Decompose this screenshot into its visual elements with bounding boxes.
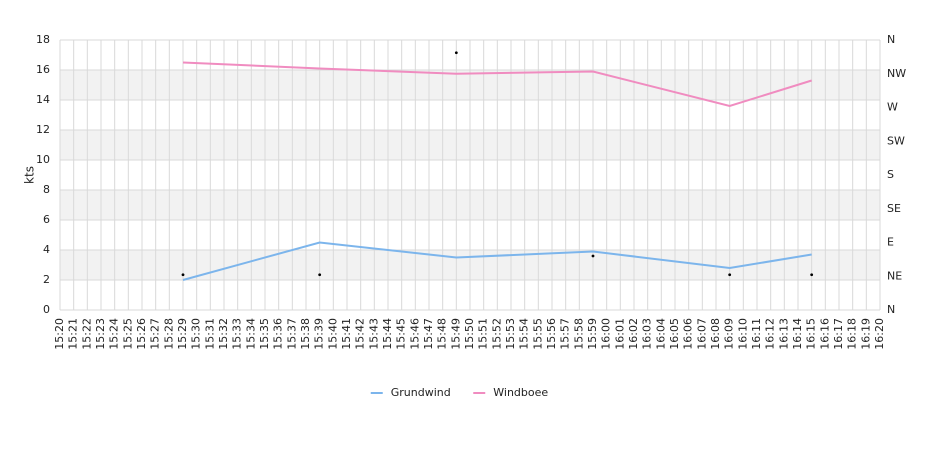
x-tick-label: 16:17 [832,318,845,350]
series-line [182,241,812,281]
y2-tick-label: NE [887,269,902,282]
x-tick-label: 16:14 [791,318,804,350]
x-tick-label: 15:49 [449,318,462,350]
x-tick-label: 15:21 [67,318,80,350]
x-tick-label: 15:47 [422,318,435,350]
y-tick-label: 10 [36,153,50,166]
x-tick-label: 15:28 [162,318,175,350]
y2-tick-label: W [887,101,898,114]
direction-marker [728,273,732,277]
y-tick-label: 18 [36,33,50,46]
x-tick-label: 15:36 [272,318,285,350]
direction-marker [454,51,458,55]
x-tick-label: 16:19 [859,318,872,350]
x-tick-label: 15:22 [80,318,93,350]
direction-marker [810,273,814,277]
y-tick-label: 16 [36,63,50,76]
x-tick-label: 15:43 [367,318,380,350]
direction-marker [318,273,322,277]
y-axis-label: kts [23,166,37,184]
y2-tick-label: SW [887,134,905,147]
x-tick-label: 15:57 [559,318,572,350]
x-tick-label: 15:26 [135,318,148,350]
x-tick-label: 16:11 [750,318,763,350]
legend-label[interactable]: Windboee [493,386,548,399]
x-tick-label: 15:50 [463,318,476,350]
x-tick-label: 16:03 [641,318,654,350]
x-tick-label: 15:25 [121,318,134,350]
y2-tick-label: SE [887,202,901,215]
x-tick-label: 15:27 [149,318,162,350]
x-tick-label: 15:20 [53,318,66,350]
x-tick-label: 16:13 [777,318,790,350]
y-tick-label: 4 [43,243,50,256]
y-tick-label: 0 [43,303,50,316]
x-tick-label: 15:23 [94,318,107,350]
x-tick-label: 16:08 [709,318,722,350]
y-tick-label: 2 [43,273,50,286]
x-tick-label: 15:39 [313,318,326,350]
x-tick-label: 15:32 [217,318,230,350]
x-tick-label: 15:53 [504,318,517,350]
x-tick-label: 15:42 [354,318,367,350]
x-tick-label: 16:15 [805,318,818,350]
x-tick-label: 15:33 [231,318,244,350]
x-tick-label: 16:04 [654,318,667,350]
x-tick-label: 15:30 [190,318,203,350]
legend-label[interactable]: Grundwind [391,386,451,399]
x-tick-label: 15:37 [285,318,298,350]
x-tick-label: 15:45 [395,318,408,350]
x-tick-label: 15:46 [408,318,421,350]
x-tick-label: 16:16 [818,318,831,350]
x-tick-label: 15:59 [586,318,599,350]
x-tick-label: 15:29 [176,318,189,350]
x-tick-label: 16:02 [627,318,640,350]
x-tick-label: 15:35 [258,318,271,350]
direction-marker [181,273,185,277]
y2-tick-label: N [887,303,895,316]
x-tick-label: 15:34 [244,318,257,350]
x-tick-label: 16:10 [736,318,749,350]
x-tick-label: 16:01 [613,318,626,350]
x-tick-label: 16:06 [682,318,695,350]
y-tick-label: 8 [43,183,50,196]
x-tick-label: 16:00 [600,318,613,350]
y2-tick-label: N [887,33,895,46]
series-line [182,61,812,108]
x-tick-label: 15:24 [108,318,121,350]
x-tick-label: 15:44 [381,318,394,350]
x-tick-label: 15:58 [572,318,585,350]
x-tick-label: 16:20 [873,318,886,350]
y-tick-label: 14 [36,93,50,106]
x-tick-label: 15:48 [436,318,449,350]
x-tick-label: 16:18 [846,318,859,350]
x-tick-label: 15:54 [518,318,531,350]
x-tick-label: 15:40 [326,318,339,350]
x-tick-label: 15:31 [203,318,216,350]
direction-marker [591,254,595,258]
y2-tick-label: S [887,168,894,181]
x-tick-label: 15:41 [340,318,353,350]
y2-tick-label: E [887,236,894,249]
y2-tick-label: NW [887,67,906,80]
x-tick-label: 16:09 [723,318,736,350]
y-tick-label: 6 [43,213,50,226]
x-tick-label: 15:55 [531,318,544,350]
x-tick-label: 15:38 [299,318,312,350]
x-tick-label: 16:05 [668,318,681,350]
x-tick-label: 16:12 [764,318,777,350]
x-tick-label: 16:07 [695,318,708,350]
x-tick-label: 15:56 [545,318,558,350]
y-tick-label: 12 [36,123,50,136]
x-tick-label: 15:51 [477,318,490,350]
x-tick-label: 15:52 [490,318,503,350]
